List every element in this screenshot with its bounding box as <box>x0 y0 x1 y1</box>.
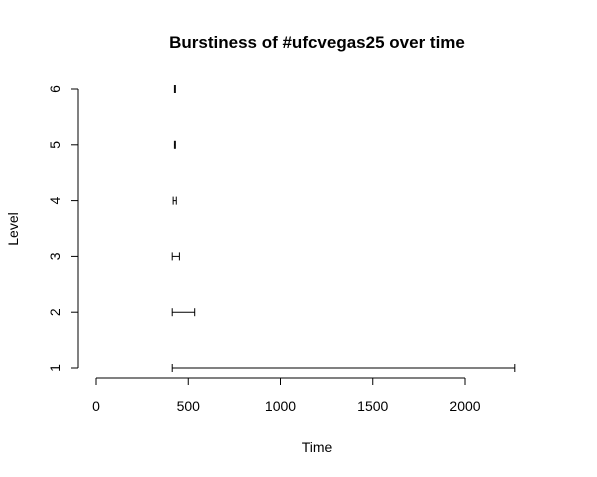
burst-interval-level-3 <box>171 252 180 261</box>
burst-interval-level-4 <box>172 196 177 205</box>
x-axis: 0 500 1000 1500 2000 <box>92 377 481 414</box>
x-tick-label: 500 <box>177 398 201 414</box>
burst-intervals <box>171 85 516 372</box>
y-axis: 1 2 3 4 5 6 <box>47 85 79 372</box>
y-tick-label: 2 <box>47 308 63 316</box>
y-tick-label: 4 <box>47 196 63 204</box>
burst-interval-level-1 <box>171 364 516 372</box>
y-tick-label: 3 <box>47 252 63 260</box>
burst-interval-level-2 <box>171 308 196 317</box>
burst-interval-level-5 <box>173 140 176 149</box>
chart-title: Burstiness of #ufcvegas25 over time <box>169 33 465 52</box>
x-tick-label: 2000 <box>449 398 480 414</box>
y-tick-label: 5 <box>47 141 63 149</box>
y-axis-label: Level <box>5 212 21 245</box>
x-tick-label: 0 <box>92 398 100 414</box>
burst-interval-level-6 <box>173 85 176 93</box>
y-tick-label: 1 <box>47 364 63 372</box>
x-tick-label: 1500 <box>357 398 388 414</box>
y-tick-label: 6 <box>47 85 63 93</box>
x-axis-label: Time <box>302 439 333 455</box>
x-tick-label: 1000 <box>265 398 296 414</box>
